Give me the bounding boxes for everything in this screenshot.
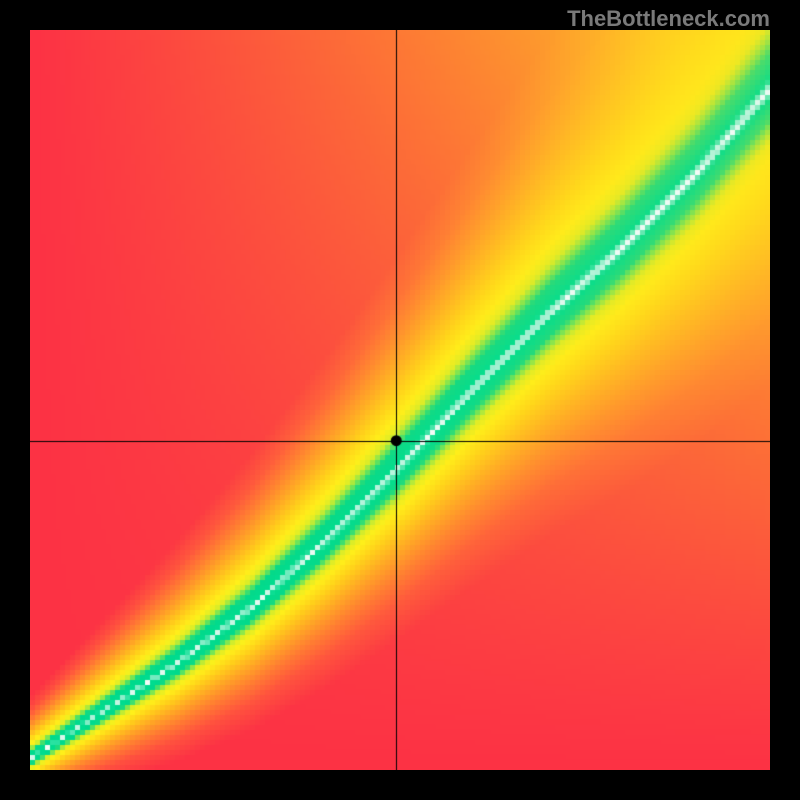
- bottleneck-heatmap: [30, 30, 770, 770]
- heatmap-canvas: [30, 30, 770, 770]
- watermark-text: TheBottleneck.com: [567, 6, 770, 32]
